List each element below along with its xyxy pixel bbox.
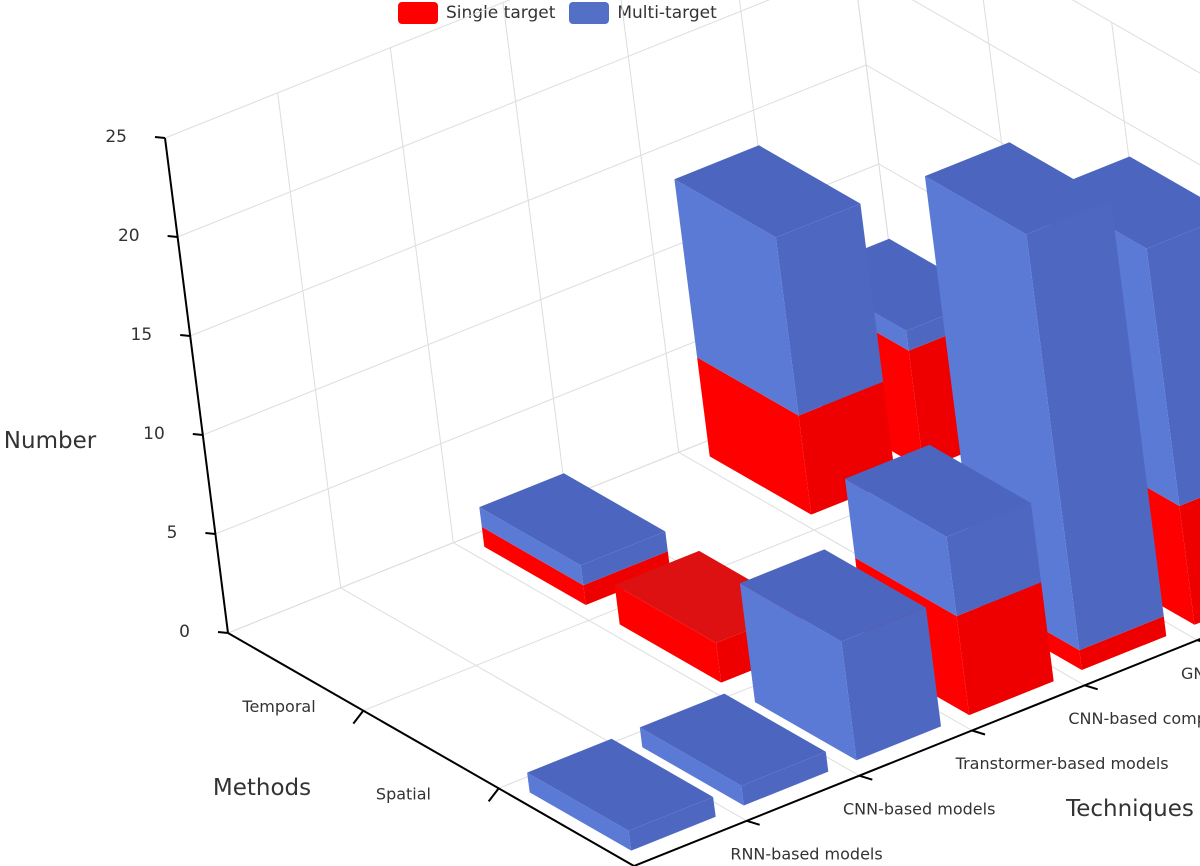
label-layer: 0510152025TemporalSpatialSpatial-tempora… bbox=[4, 127, 1200, 863]
bar-top bbox=[739, 549, 926, 642]
technique-tick-label: Transtormer-based models bbox=[955, 754, 1169, 773]
bar-top bbox=[845, 444, 1031, 537]
legend-label-single: Single target bbox=[446, 3, 556, 23]
z-axis-title: Techniques bbox=[1065, 796, 1194, 822]
legend-swatch-multi bbox=[569, 2, 610, 24]
bar-segment-multi bbox=[739, 583, 941, 761]
technique-tick-label: CNN-based models bbox=[843, 799, 995, 818]
y-tick-label: 20 bbox=[118, 226, 140, 246]
bar-top bbox=[924, 142, 1111, 235]
y-tick-label: 25 bbox=[105, 127, 127, 147]
bar-top bbox=[1045, 156, 1200, 249]
bar-top bbox=[674, 145, 861, 238]
bar-segment-single bbox=[481, 526, 671, 605]
axis-layer bbox=[154, 136, 1200, 866]
y-tick-label: 15 bbox=[131, 325, 153, 345]
bar-segment-multi bbox=[674, 179, 884, 416]
bar-segment-multi bbox=[527, 772, 716, 851]
bar-top bbox=[639, 693, 826, 786]
bar-top bbox=[527, 738, 714, 831]
legend-label-multi: Multi-target bbox=[617, 3, 717, 23]
y-tick-label: 5 bbox=[167, 523, 178, 543]
method-tick-label: Spatial bbox=[376, 785, 431, 804]
bar-segment-multi bbox=[845, 478, 1042, 617]
method-tick-label: Temporal bbox=[241, 697, 315, 716]
y-axis-title: Number bbox=[4, 428, 97, 454]
bar-top bbox=[479, 473, 666, 566]
technique-tick-label: RNN-based models bbox=[730, 844, 882, 863]
technique-tick-label: CNN-based composite models bbox=[1068, 709, 1200, 728]
y-tick-label: 10 bbox=[143, 424, 165, 444]
legend: Single target Multi-target bbox=[398, 0, 717, 26]
bar-segment-multi bbox=[924, 176, 1164, 651]
bar-segment-multi bbox=[639, 727, 829, 806]
bar-segment-multi bbox=[479, 507, 668, 586]
legend-item-single[interactable]: Single target bbox=[398, 2, 555, 24]
bar-layer bbox=[479, 142, 1200, 851]
technique-tick-label: GNN-based composite models bbox=[1181, 664, 1200, 683]
x-axis-title: Methods bbox=[213, 775, 311, 801]
legend-item-multi[interactable]: Multi-target bbox=[569, 2, 717, 24]
legend-swatch-single bbox=[398, 2, 438, 24]
y-tick-label: 0 bbox=[179, 622, 190, 642]
